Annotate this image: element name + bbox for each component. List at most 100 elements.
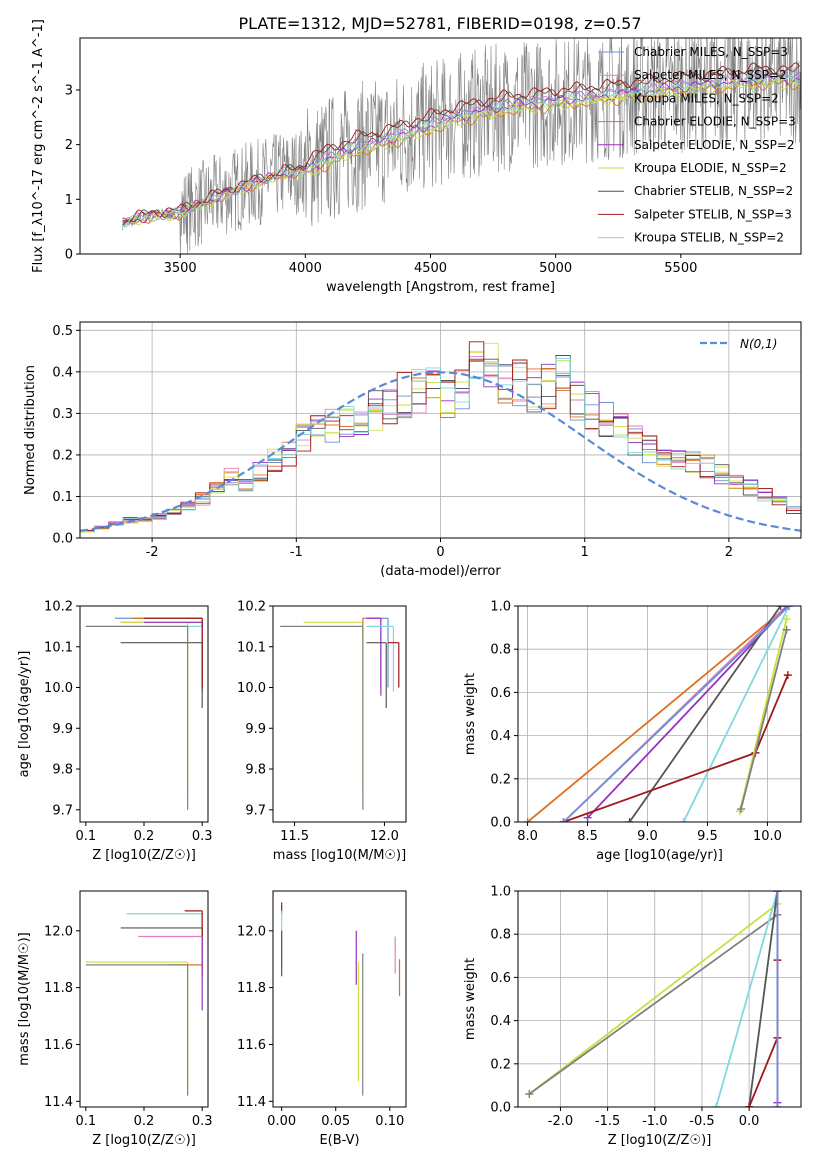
- x-axis-label: (data-model)/error: [380, 564, 501, 579]
- x-tick-label: 8.0: [517, 829, 538, 844]
- axes-frame: [517, 605, 802, 823]
- x-tick-label: 2: [725, 545, 733, 560]
- residuals-marks: [80, 341, 801, 533]
- x-axis-label: mass [log10(M/M☉)]: [273, 848, 406, 863]
- legend-entry: Salpeter STELIB, N_SSP=3: [634, 207, 792, 221]
- y-tick-label: 10.0: [237, 681, 266, 696]
- y-tick-label: 9.9: [245, 722, 266, 737]
- axes-frame: [79, 890, 209, 1108]
- y-tick-label: 11.4: [237, 1095, 266, 1110]
- y-tick-label: 0.5: [52, 324, 73, 339]
- y-tick-label: 11.8: [44, 981, 73, 996]
- x-tick-label: 3500: [164, 261, 197, 276]
- weight-marker: [525, 1090, 534, 1099]
- y-axis-label: mass [log10(M/M☉)]: [17, 932, 32, 1065]
- model-line-0: [122, 71, 800, 227]
- age-vs-Z-marks: [85, 617, 203, 810]
- model-line-7: [122, 62, 800, 223]
- weight-marker: [773, 891, 782, 895]
- y-tick-label: 0.2: [490, 772, 511, 787]
- x-axis-label: E(B-V): [319, 1133, 359, 1148]
- x-tick-label: 4000: [289, 261, 322, 276]
- weight-vs-age-marks: [523, 606, 794, 822]
- x-tick-label: 9.0: [637, 829, 658, 844]
- weight-line-1: [528, 914, 778, 1095]
- x-tick-label: 0.05: [321, 1114, 350, 1129]
- legend-entry: Kroupa ELODIE, N_SSP=2: [634, 161, 787, 175]
- y-axis-label: mass weight: [463, 673, 478, 755]
- weight-vs-Z-marks: [525, 891, 782, 1107]
- x-tick-label: -1.0: [642, 1114, 667, 1129]
- spectrum-panel: 3500 4000 4500 5000 5500 0 1 2 3 wavelength [Angs…: [31, 19, 802, 295]
- weight-line-2: [586, 606, 789, 819]
- y-tick-label: 9.9: [52, 722, 73, 737]
- weight-line-4: [748, 960, 779, 1107]
- y-tick-label: 10.2: [237, 600, 266, 615]
- y-axis-label: mass weight: [463, 958, 478, 1040]
- y-tick-label: 0.4: [490, 1014, 511, 1029]
- x-tick-label: 0.3: [192, 1114, 213, 1129]
- x-tick-label: 5000: [539, 261, 572, 276]
- weight-marker: [583, 813, 592, 822]
- weight-marker: [773, 1103, 782, 1107]
- x-tick-label: 0.2: [134, 1114, 155, 1129]
- figure-title: PLATE=1312, MJD=52781, FIBERID=0198, z=0…: [238, 14, 641, 33]
- legend-entry: Salpeter ELODIE, N_SSP=2: [634, 138, 795, 152]
- x-axis-label: wavelength [Angstrom, rest frame]: [326, 280, 555, 295]
- x-tick-label: 0.1: [75, 829, 96, 844]
- x-tick-label: -1: [290, 545, 303, 560]
- axes-frame: [79, 605, 209, 823]
- y-tick-label: 0.3: [52, 407, 73, 422]
- mass-vs-Z-panel: 0.1 0.2 0.3 11.4 11.6 11.8 12.0 Z [log10(Z/Z☉)]…: [17, 890, 213, 1148]
- x-tick-label: 11.5: [280, 829, 309, 844]
- legend-entry: Salpeter MILES, N_SSP=2: [634, 68, 787, 82]
- y-tick-label: 11.8: [237, 981, 266, 996]
- age-vs-mass-panel: 11.5 12.0 9.7 9.8 9.9 10.0 10.1 10.2 mass [log10…: [237, 600, 407, 863]
- axes-frame: [272, 605, 407, 823]
- y-tick-label: 11.6: [237, 1038, 266, 1053]
- model-line-6: [122, 65, 800, 226]
- y-tick-label: 0.0: [490, 816, 511, 831]
- model-line-8: [122, 74, 800, 228]
- x-tick-label: 0.3: [192, 829, 213, 844]
- y-axis-label: Normed distribution: [23, 365, 38, 495]
- weight-marker: [785, 606, 794, 610]
- mass-vs-ebv-panel: 0.00 0.05 0.10 11.4 11.6 11.8 12.0 E(B-V): [237, 890, 407, 1148]
- y-tick-label: 0.6: [490, 686, 511, 701]
- mass-vs-Z-marks: [85, 910, 203, 1096]
- weight-marker: [783, 671, 792, 680]
- spectrum-marks: [122, 38, 801, 254]
- y-tick-label: 0.8: [490, 928, 511, 943]
- legend-entry: Kroupa STELIB, N_SSP=2: [634, 231, 784, 245]
- residuals-panel: -2 -1 0 1 2 0.0 0.1 0.2 0.3 0.4 0.5 (data-model)/er…: [23, 321, 802, 579]
- weight-line-6: [738, 618, 788, 812]
- y-tick-label: 0.8: [490, 643, 511, 658]
- x-tick-label: 12.0: [370, 829, 399, 844]
- y-tick-label: 10.1: [44, 640, 73, 655]
- weight-vs-age-panel: 8.0 8.5 9.0 9.5 10.0 0.0 0.2 0.4 0.6 0.8 1.0 age [l…: [463, 600, 802, 863]
- y-tick-label: 0.1: [52, 490, 73, 505]
- weight-line-3: [748, 891, 779, 1107]
- weight-marker: [712, 1103, 721, 1107]
- y-tick-label: 10.1: [237, 640, 266, 655]
- y-tick-label: 12.0: [237, 924, 266, 939]
- weight-marker: [625, 818, 634, 822]
- weight-marker: [745, 1103, 754, 1107]
- weight-marker: [679, 818, 688, 822]
- y-tick-label: 9.8: [52, 763, 73, 778]
- y-tick-label: 11.4: [44, 1095, 73, 1110]
- y-tick-label: 0.4: [490, 729, 511, 744]
- x-tick-label: -1.5: [595, 1114, 620, 1129]
- y-axis-label: Flux [f_λ10^-17 erg cm^-2 s^-1 A^-1]: [31, 19, 46, 273]
- normal-curve: [80, 371, 801, 532]
- model-line-5: [122, 78, 800, 228]
- y-tick-label: 3: [65, 83, 73, 98]
- y-tick-label: 0.6: [490, 971, 511, 986]
- y-tick-label: 9.7: [52, 803, 73, 818]
- weight-marker: [782, 625, 791, 634]
- axes-frame: [272, 890, 407, 1108]
- weight-line-8: [562, 606, 790, 822]
- x-tick-label: -0.5: [689, 1114, 714, 1129]
- weight-marker: [523, 818, 532, 822]
